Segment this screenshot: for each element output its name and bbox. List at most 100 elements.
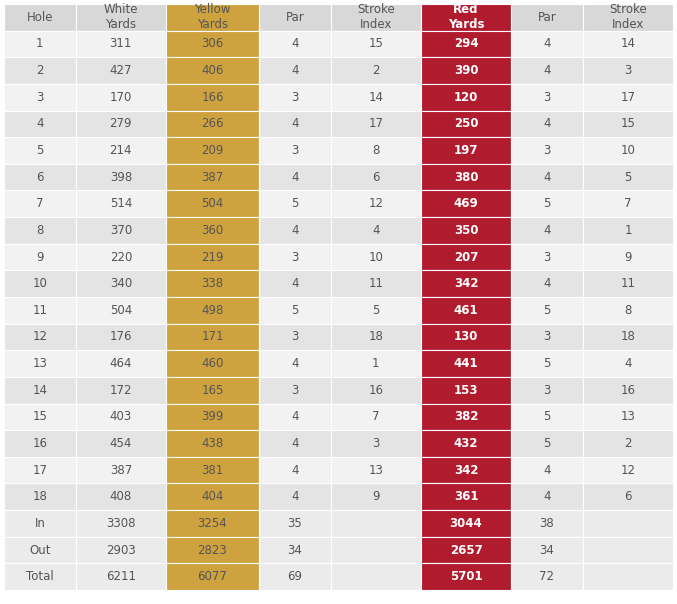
Bar <box>76 430 166 457</box>
Bar <box>421 483 511 510</box>
Text: 35: 35 <box>288 517 303 530</box>
Text: 279: 279 <box>110 117 132 130</box>
Bar <box>331 31 421 57</box>
Text: 514: 514 <box>110 198 132 210</box>
Bar <box>4 57 76 84</box>
Bar <box>511 510 583 537</box>
Bar <box>421 57 511 84</box>
Bar <box>4 403 76 430</box>
Text: 3: 3 <box>372 437 380 450</box>
Bar <box>511 537 583 564</box>
Bar <box>4 217 76 244</box>
Text: 342: 342 <box>454 277 478 290</box>
Bar <box>583 483 673 510</box>
Bar <box>331 190 421 217</box>
Text: 3: 3 <box>291 330 299 344</box>
Text: 3: 3 <box>36 91 43 104</box>
Bar <box>4 537 76 564</box>
Text: 4: 4 <box>543 117 551 130</box>
Bar <box>331 84 421 111</box>
Text: 10: 10 <box>32 277 47 290</box>
Bar <box>331 137 421 164</box>
Bar <box>4 137 76 164</box>
Bar <box>331 297 421 324</box>
Text: 342: 342 <box>454 464 478 477</box>
Bar <box>259 457 331 483</box>
Bar <box>331 217 421 244</box>
Text: 3: 3 <box>624 64 632 77</box>
Bar <box>166 483 259 510</box>
Text: 12: 12 <box>620 464 636 477</box>
Bar <box>511 483 583 510</box>
Text: 170: 170 <box>110 91 132 104</box>
Bar <box>259 564 331 590</box>
Bar <box>421 31 511 57</box>
Bar <box>166 403 259 430</box>
Bar <box>76 217 166 244</box>
Text: 5: 5 <box>544 437 550 450</box>
Bar <box>421 324 511 350</box>
Text: 6: 6 <box>624 490 632 503</box>
Text: 209: 209 <box>201 144 223 157</box>
Text: 18: 18 <box>32 490 47 503</box>
Text: 17: 17 <box>368 117 383 130</box>
Text: 387: 387 <box>201 171 223 184</box>
Bar <box>421 4 511 31</box>
Text: 4: 4 <box>291 224 299 237</box>
Bar <box>76 457 166 483</box>
Text: 219: 219 <box>201 251 223 263</box>
Bar <box>259 483 331 510</box>
Bar <box>76 137 166 164</box>
Text: Stroke
Index: Stroke Index <box>357 3 395 31</box>
Bar <box>421 510 511 537</box>
Bar <box>259 377 331 403</box>
Bar <box>511 297 583 324</box>
Bar <box>259 403 331 430</box>
Bar <box>76 564 166 590</box>
Bar <box>76 537 166 564</box>
Text: 120: 120 <box>454 91 478 104</box>
Bar <box>76 84 166 111</box>
Bar <box>4 4 76 31</box>
Text: 6077: 6077 <box>198 570 227 583</box>
Bar <box>166 217 259 244</box>
Text: 5: 5 <box>544 410 550 423</box>
Bar <box>4 430 76 457</box>
Text: 4: 4 <box>543 277 551 290</box>
Bar <box>4 271 76 297</box>
Bar <box>583 297 673 324</box>
Bar <box>259 4 331 31</box>
Text: 171: 171 <box>201 330 223 344</box>
Text: 18: 18 <box>621 330 636 344</box>
Bar <box>583 457 673 483</box>
Text: 498: 498 <box>201 304 223 317</box>
Text: 9: 9 <box>624 251 632 263</box>
Bar <box>166 350 259 377</box>
Text: White
Yards: White Yards <box>104 3 138 31</box>
Bar <box>166 84 259 111</box>
Text: 3044: 3044 <box>450 517 483 530</box>
Text: 382: 382 <box>454 410 478 423</box>
Text: 338: 338 <box>202 277 223 290</box>
Bar <box>76 31 166 57</box>
Bar <box>331 324 421 350</box>
Bar <box>331 403 421 430</box>
Text: Par: Par <box>286 11 305 24</box>
Bar <box>421 537 511 564</box>
Text: 2: 2 <box>372 64 380 77</box>
Bar <box>259 84 331 111</box>
Bar <box>583 111 673 137</box>
Text: 5: 5 <box>544 198 550 210</box>
Text: 5: 5 <box>36 144 43 157</box>
Text: 4: 4 <box>291 357 299 370</box>
Text: 404: 404 <box>201 490 223 503</box>
Bar <box>4 377 76 403</box>
Bar <box>421 430 511 457</box>
Text: 4: 4 <box>291 490 299 503</box>
Text: 403: 403 <box>110 410 132 423</box>
Text: 13: 13 <box>368 464 383 477</box>
Text: 4: 4 <box>291 277 299 290</box>
Text: 13: 13 <box>621 410 636 423</box>
Text: 4: 4 <box>36 117 43 130</box>
Bar <box>331 4 421 31</box>
